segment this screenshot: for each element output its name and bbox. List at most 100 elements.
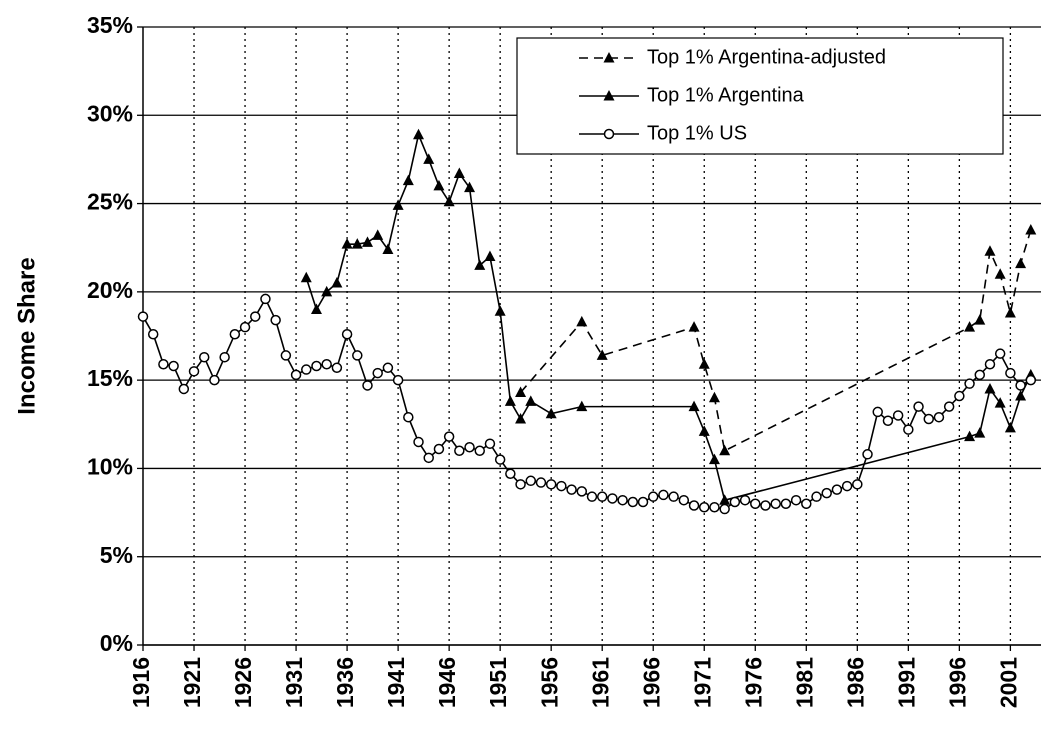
series-line [142,297,1032,510]
marker [423,153,435,164]
marker [198,351,210,363]
marker [658,489,669,501]
x-tick-label: 1916 [128,657,154,708]
marker [239,321,251,333]
marker [382,243,394,254]
marker [300,271,312,283]
marker [1025,374,1037,386]
marker [852,479,863,490]
marker [413,436,424,448]
y-tick-label: 35% [87,12,133,38]
y-tick-label: 15% [87,365,133,391]
marker [392,374,404,386]
marker [362,236,373,247]
marker [903,424,914,435]
x-tick-label: 1951 [485,657,511,708]
marker [556,480,567,492]
marker [974,314,986,325]
legend-label: Top 1% Argentina-adjusted [647,46,886,68]
marker [372,367,383,379]
series-line [519,229,1032,452]
marker [168,360,179,372]
x-tick-label: 1991 [893,657,919,708]
marker [841,480,853,492]
marker [484,438,496,449]
marker [1005,367,1016,379]
marker [719,503,730,515]
marker [699,502,710,513]
marker [984,245,996,256]
marker [760,500,771,511]
marker [250,311,261,322]
marker [147,328,159,340]
y-tick-label: 30% [87,100,133,126]
x-tick-label: 1936 [332,657,358,708]
marker [698,358,710,369]
marker [474,259,486,270]
marker [647,491,659,502]
x-tick-label: 1926 [230,657,256,708]
marker [443,195,455,207]
marker [413,128,425,140]
y-tick-label: 20% [87,277,133,303]
marker [994,268,1006,279]
marker [453,167,465,179]
marker [617,494,628,506]
x-tick-label: 1981 [791,657,817,708]
marker [1004,421,1016,433]
y-tick-label: 5% [100,542,133,568]
x-tick-label: 1961 [587,657,613,708]
marker [137,311,149,322]
marker [494,305,506,316]
marker [668,491,679,502]
marker [943,401,955,412]
marker [515,412,527,424]
marker [576,486,588,497]
x-tick-label: 1986 [842,657,868,708]
marker [964,378,975,389]
legend: Top 1% Argentina-adjusted Top 1% Argentin… [516,37,1004,155]
marker [719,494,731,505]
marker [1025,224,1037,235]
marker [352,350,363,361]
marker [933,411,945,423]
marker [158,359,169,370]
marker [321,359,332,370]
marker [790,494,802,506]
x-tick-label: 1931 [281,657,307,708]
x-tick-label: 1996 [944,657,970,708]
marker [984,382,996,394]
marker [964,321,976,332]
marker [688,400,700,412]
marker [331,277,343,288]
marker [545,407,557,419]
marker [801,498,812,509]
x-tick-label: 1941 [383,657,409,708]
x-tick-label: 1971 [689,657,715,708]
marker [270,314,281,326]
marker [627,496,639,508]
marker [576,400,588,412]
marker [862,449,873,460]
marker [545,479,557,490]
marker [331,362,343,374]
marker [770,498,781,509]
marker [954,390,965,402]
marker [219,351,230,363]
marker [310,303,322,315]
marker [402,174,414,186]
marker [688,321,700,332]
marker [372,229,384,240]
marker [586,491,598,502]
x-tick-label: 2001 [995,657,1021,708]
marker [994,397,1006,408]
marker [811,491,822,502]
marker [382,362,394,374]
marker [821,487,832,499]
marker [913,401,924,412]
marker [708,453,720,465]
marker [576,315,588,327]
marker [603,90,615,101]
marker [566,484,577,495]
